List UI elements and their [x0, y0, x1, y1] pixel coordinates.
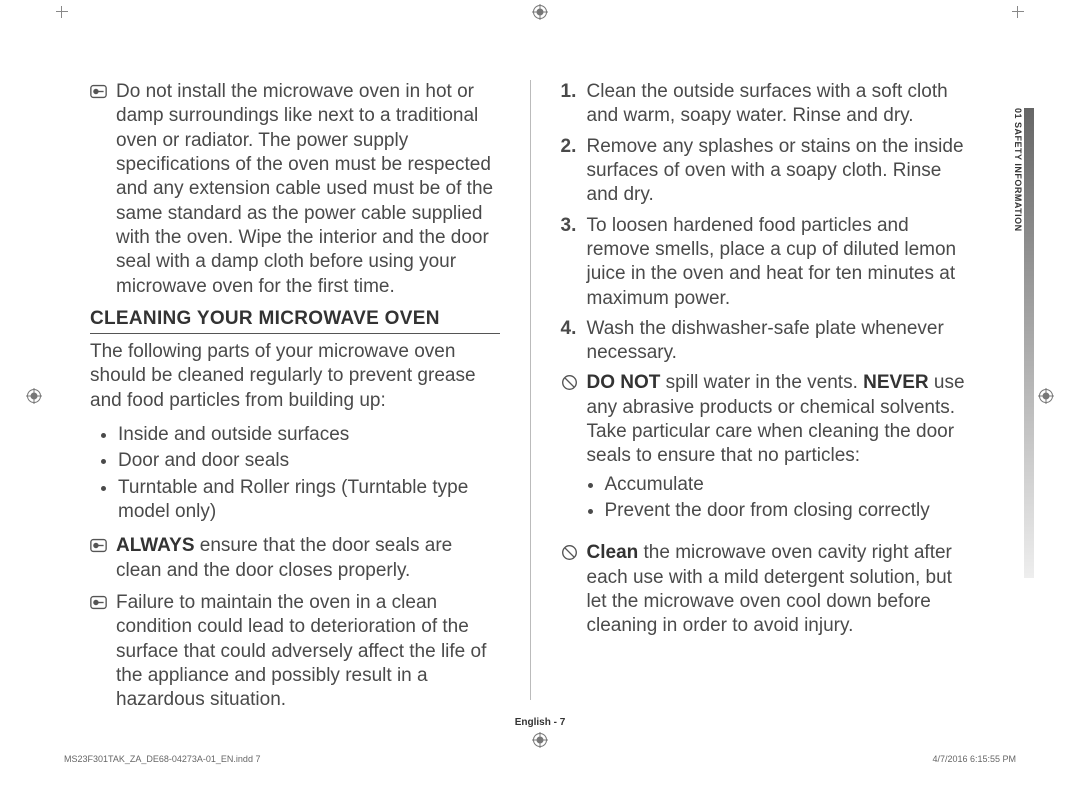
step-number: 2. [561, 135, 581, 208]
step-number: 4. [561, 317, 581, 366]
body-text: Clean the microwave oven cavity right af… [587, 541, 971, 638]
body-text: To loosen hardened food particles and re… [587, 214, 971, 311]
tab-label: 01 SAFETY INFORMATION [1009, 108, 1023, 398]
step-number: 3. [561, 214, 581, 311]
step-item: 1. Clean the outside surfaces with a sof… [561, 80, 971, 129]
step-item: 4. Wash the dishwasher-safe plate whenev… [561, 317, 971, 366]
list-item: Inside and outside surfaces [118, 423, 500, 447]
warning-item: Clean the microwave oven cavity right af… [561, 541, 971, 638]
section-heading: CLEANING YOUR MICROWAVE OVEN [90, 307, 500, 334]
footer-timestamp: 4/7/2016 6:15:55 PM [932, 754, 1016, 764]
step-number: 1. [561, 80, 581, 129]
step-item: 2. Remove any splashes or stains on the … [561, 135, 971, 208]
list-item: Prevent the door from closing correctly [605, 499, 971, 523]
page-number: English - 7 [0, 717, 1080, 728]
body-text: Clean the outside surfaces with a soft c… [587, 80, 971, 129]
footer-filename: MS23F301TAK_ZA_DE68-04273A-01_EN.indd 7 [64, 754, 260, 764]
body-text: ALWAYS ensure that the door seals are cl… [116, 534, 500, 583]
step-item: 3. To loosen hardened food particles and… [561, 214, 971, 311]
registration-mark-icon [532, 732, 548, 748]
prohibit-icon [561, 371, 581, 533]
right-column: 1. Clean the outside surfaces with a sof… [561, 80, 971, 720]
note-icon [90, 534, 110, 583]
crop-mark [1012, 6, 1024, 18]
body-text: The following parts of your microwave ov… [90, 340, 500, 413]
body-text: Remove any splashes or stains on the ins… [587, 135, 971, 208]
note-icon [90, 591, 110, 713]
note-item: Do not install the microwave oven in hot… [90, 80, 500, 299]
registration-mark-icon [26, 388, 42, 404]
left-column: Do not install the microwave oven in hot… [90, 80, 500, 720]
section-tab: 01 SAFETY INFORMATION [1010, 108, 1032, 578]
body-text: DO NOT spill water in the vents. NEVER u… [587, 371, 971, 533]
note-item: Failure to maintain the oven in a clean … [90, 591, 500, 713]
page-content: Do not install the microwave oven in hot… [90, 80, 970, 720]
list-item: Door and door seals [118, 449, 500, 473]
body-text: Wash the dishwasher-safe plate whenever … [587, 317, 971, 366]
prohibit-icon [561, 541, 581, 638]
body-text: Do not install the microwave oven in hot… [116, 80, 500, 299]
body-text: Failure to maintain the oven in a clean … [116, 591, 500, 713]
registration-mark-icon [532, 4, 548, 20]
note-item: ALWAYS ensure that the door seals are cl… [90, 534, 500, 583]
note-icon [90, 80, 110, 299]
column-divider [530, 80, 531, 700]
warning-item: DO NOT spill water in the vents. NEVER u… [561, 371, 971, 533]
registration-mark-icon [1038, 388, 1054, 404]
crop-mark [56, 6, 68, 18]
list-item: Accumulate [605, 473, 971, 497]
list-item: Turntable and Roller rings (Turntable ty… [118, 476, 500, 525]
bullet-list: Inside and outside surfaces Door and doo… [90, 423, 500, 524]
tab-gradient [1024, 108, 1034, 578]
